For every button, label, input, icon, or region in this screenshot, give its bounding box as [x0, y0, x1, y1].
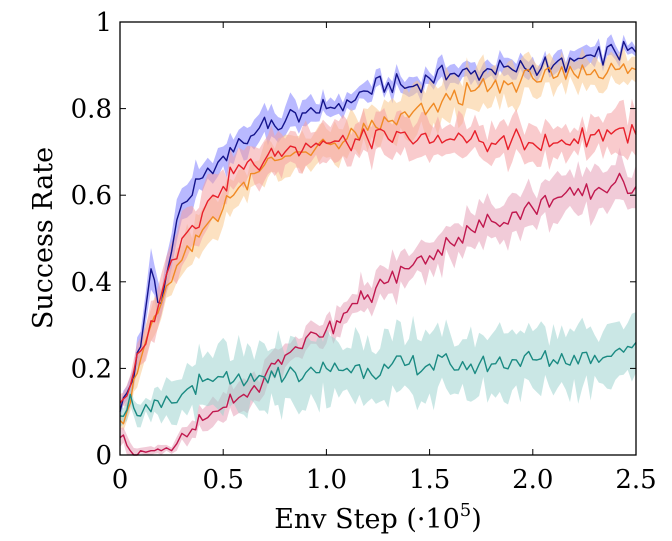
- y-tick-label: 0.8: [71, 95, 112, 125]
- y-axis-ticks: 0 0.2 0.4 0.6 0.8 1: [71, 8, 636, 471]
- plot-frame: [119, 21, 637, 456]
- y-tick-label: 1: [95, 8, 112, 38]
- x-axis-ticks: 0 0.5 1.0 1.5 2.0 2.5: [112, 22, 657, 495]
- series-3-line: [119, 124, 637, 404]
- x-tick-label: 1.0: [306, 465, 347, 495]
- y-tick-label: 0: [95, 441, 112, 471]
- y-tick-label: 0.4: [71, 268, 112, 298]
- y-tick-label: 0.2: [71, 354, 112, 384]
- series-4-line: [119, 172, 637, 456]
- series-5-band: [120, 312, 636, 428]
- y-axis-label: Success Rate: [28, 147, 59, 329]
- series-5-line: [119, 341, 637, 417]
- x-axis-label: Env Step (·105): [274, 500, 482, 535]
- x-tick-label: 2.0: [512, 465, 553, 495]
- y-tick-label: 0.6: [71, 181, 112, 211]
- x-tick-label: 0.5: [203, 465, 244, 495]
- x-tick-label: 2.5: [615, 465, 656, 495]
- series-1-band: [120, 34, 636, 420]
- series-3-band: [120, 98, 636, 413]
- series-lines: [119, 40, 637, 456]
- x-tick-label: 0: [112, 465, 129, 495]
- confidence-bands: [120, 34, 636, 455]
- series-2-line: [119, 62, 637, 425]
- x-tick-label: 1.5: [409, 465, 450, 495]
